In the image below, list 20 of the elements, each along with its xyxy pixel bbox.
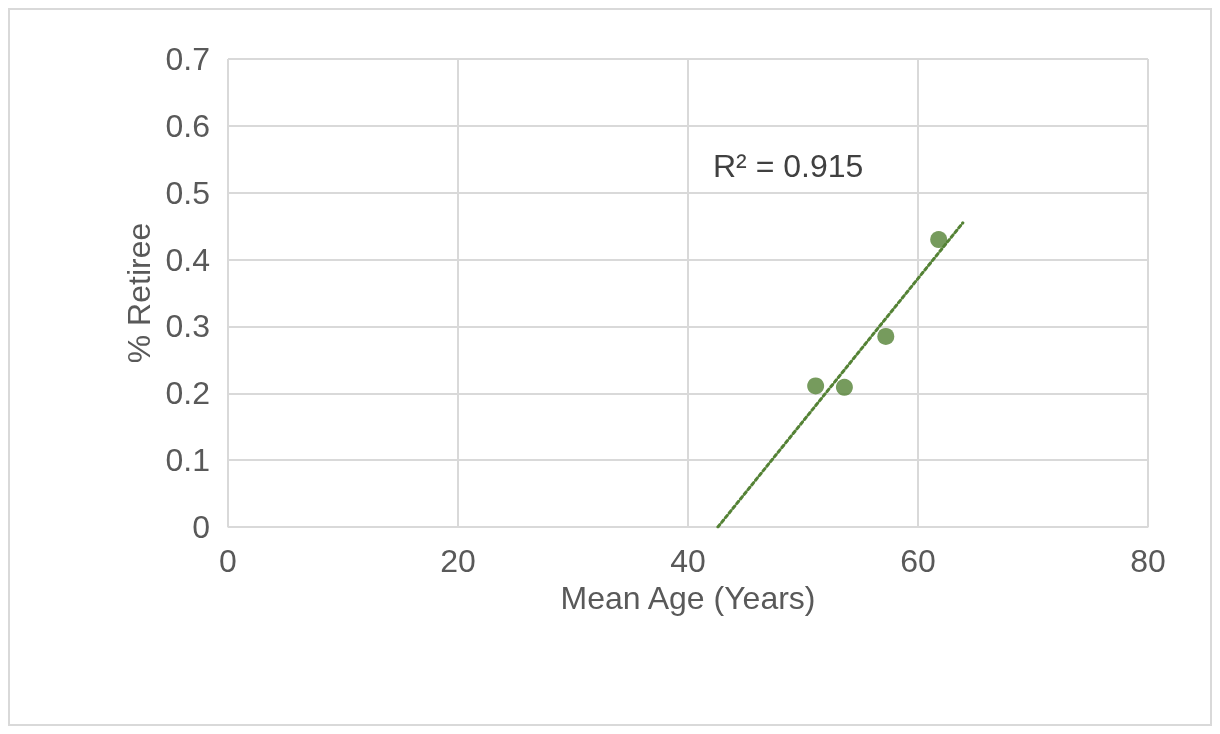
point xyxy=(835,378,853,396)
y-tick-label: 0.6 xyxy=(165,107,210,144)
x-tick-label: 60 xyxy=(900,543,936,579)
y-tick-label: 0 xyxy=(192,509,210,545)
point xyxy=(877,327,895,345)
x-axis-title: Mean Age (Years) xyxy=(560,579,816,616)
annotation: R² = 0.915 xyxy=(713,148,864,184)
y-axis-title: % Retiree xyxy=(120,222,157,364)
point xyxy=(807,377,825,395)
x-tick-label: 80 xyxy=(1130,543,1166,579)
y-tick-label: 0.4 xyxy=(165,241,210,278)
y-tick-label: 0.1 xyxy=(165,442,210,479)
x-tick-label: 0 xyxy=(219,543,237,579)
y-tick-label: 0.5 xyxy=(165,174,210,211)
point xyxy=(930,231,948,249)
x-tick-label: 20 xyxy=(440,543,476,579)
y-tick-label: 0.3 xyxy=(165,308,210,345)
y-tick-label: 0.7 xyxy=(165,41,210,77)
y-tick-label: 0.2 xyxy=(165,375,210,412)
x-tick-label: 40 xyxy=(670,543,706,579)
